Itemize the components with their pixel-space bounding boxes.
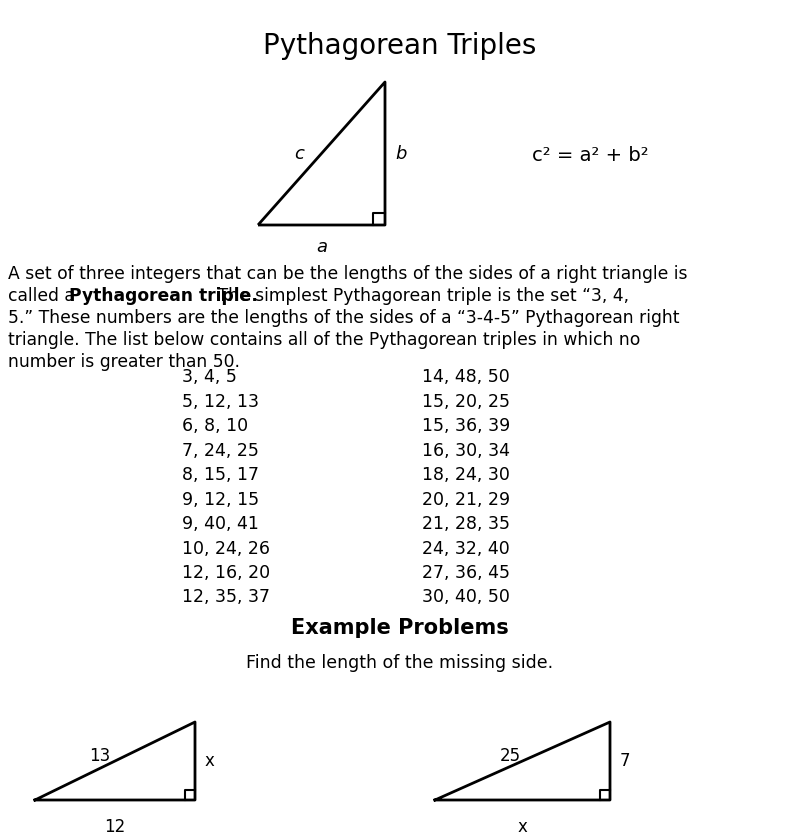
- Text: b: b: [395, 144, 406, 163]
- Text: c: c: [294, 144, 305, 163]
- Text: 12: 12: [104, 818, 126, 834]
- Text: 12, 16, 20: 12, 16, 20: [182, 564, 270, 582]
- Text: number is greater than 50.: number is greater than 50.: [8, 353, 240, 371]
- Text: triangle. The list below contains all of the Pythagorean triples in which no: triangle. The list below contains all of…: [8, 331, 640, 349]
- Text: 12, 35, 37: 12, 35, 37: [182, 589, 270, 606]
- Text: Find the length of the missing side.: Find the length of the missing side.: [246, 654, 554, 672]
- Text: 9, 40, 41: 9, 40, 41: [182, 515, 259, 533]
- Text: called a: called a: [8, 287, 80, 305]
- Text: 7: 7: [620, 752, 630, 770]
- Text: x: x: [205, 752, 215, 770]
- Text: A set of three integers that can be the lengths of the sides of a right triangle: A set of three integers that can be the …: [8, 265, 687, 283]
- Text: 10, 24, 26: 10, 24, 26: [182, 540, 270, 557]
- Text: 5, 12, 13: 5, 12, 13: [182, 393, 259, 410]
- Text: 27, 36, 45: 27, 36, 45: [422, 564, 510, 582]
- Text: 18, 24, 30: 18, 24, 30: [422, 466, 510, 484]
- Text: 20, 21, 29: 20, 21, 29: [422, 490, 510, 509]
- Text: Pythagorean triple.: Pythagorean triple.: [69, 287, 258, 305]
- Text: 13: 13: [90, 747, 110, 765]
- Text: 7, 24, 25: 7, 24, 25: [182, 441, 259, 460]
- Text: Pythagorean Triples: Pythagorean Triples: [263, 32, 537, 60]
- Text: 25: 25: [500, 747, 521, 765]
- Text: 30, 40, 50: 30, 40, 50: [422, 589, 510, 606]
- Text: The simplest Pythagorean triple is the set “3, 4,: The simplest Pythagorean triple is the s…: [212, 287, 629, 305]
- Text: 6, 8, 10: 6, 8, 10: [182, 417, 248, 435]
- Text: c² = a² + b²: c² = a² + b²: [532, 145, 648, 164]
- Text: 3, 4, 5: 3, 4, 5: [182, 368, 237, 386]
- Text: 24, 32, 40: 24, 32, 40: [422, 540, 510, 557]
- Text: 21, 28, 35: 21, 28, 35: [422, 515, 510, 533]
- Text: x: x: [518, 818, 527, 834]
- Text: Example Problems: Example Problems: [291, 618, 509, 638]
- Text: 8, 15, 17: 8, 15, 17: [182, 466, 259, 484]
- Text: 14, 48, 50: 14, 48, 50: [422, 368, 510, 386]
- Text: a: a: [316, 238, 327, 256]
- Text: 15, 36, 39: 15, 36, 39: [422, 417, 510, 435]
- Text: 9, 12, 15: 9, 12, 15: [182, 490, 259, 509]
- Text: 16, 30, 34: 16, 30, 34: [422, 441, 510, 460]
- Text: 15, 20, 25: 15, 20, 25: [422, 393, 510, 410]
- Text: 5.” These numbers are the lengths of the sides of a “3-4-5” Pythagorean right: 5.” These numbers are the lengths of the…: [8, 309, 679, 327]
